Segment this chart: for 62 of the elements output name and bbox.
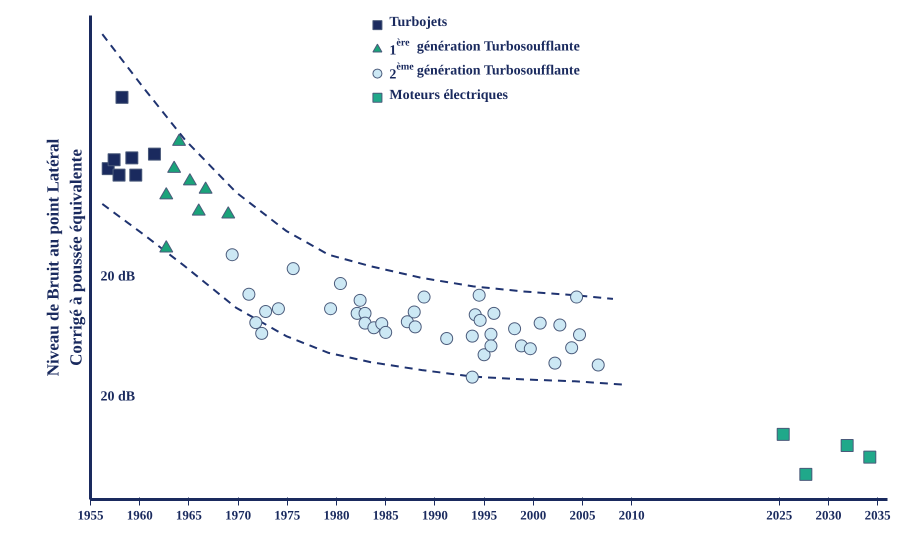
point <box>249 316 262 330</box>
x-tick-label: 1970 <box>225 508 252 522</box>
x-tick-label: 1965 <box>176 508 202 522</box>
annotation: 20 dB <box>100 270 136 284</box>
x-tick-label: 2005 <box>569 508 596 522</box>
point <box>148 148 161 161</box>
point <box>408 305 421 318</box>
point <box>534 316 547 330</box>
point <box>115 90 128 104</box>
point <box>354 294 367 307</box>
x-tick-label: 1995 <box>471 508 498 522</box>
point <box>418 290 431 304</box>
point <box>255 326 268 340</box>
point <box>242 288 256 301</box>
point <box>487 306 500 320</box>
point <box>799 468 812 481</box>
point <box>129 168 142 182</box>
point <box>125 151 138 164</box>
point <box>272 302 285 316</box>
x-tick-label: 2035 <box>864 508 892 522</box>
x-tick-label: 2000 <box>520 508 546 522</box>
legend-label: Turbojets <box>389 15 448 30</box>
point <box>573 328 586 342</box>
x-tick-label: 1990 <box>422 508 448 522</box>
point <box>570 290 584 304</box>
y-axis-title: Niveau de Bruit au point Latéral Corrigé à poussée équivalente <box>44 138 86 376</box>
point <box>379 326 392 339</box>
point <box>259 304 272 318</box>
point <box>440 332 454 345</box>
point <box>776 428 790 441</box>
point <box>108 153 121 166</box>
point <box>478 348 491 362</box>
x-tick-label: 1975 <box>274 508 301 522</box>
point <box>863 450 876 464</box>
point <box>565 341 578 354</box>
x-tick-label: 2030 <box>815 508 842 522</box>
point <box>472 288 486 302</box>
point <box>548 356 562 370</box>
point <box>286 262 300 276</box>
annotation: 20 dB <box>100 390 136 404</box>
legend-label: Moteurs électriques <box>389 88 509 103</box>
point <box>840 439 854 452</box>
x-tick-label: 2025 <box>766 508 793 522</box>
point <box>474 314 487 327</box>
point <box>484 339 498 352</box>
point <box>226 248 239 262</box>
point <box>508 322 522 336</box>
point <box>592 358 605 372</box>
x-tick-label: 1980 <box>323 508 350 522</box>
point <box>112 168 126 182</box>
point <box>334 277 347 290</box>
x-tick-label: 1960 <box>126 508 153 522</box>
x-tick-label: 1955 <box>78 508 104 522</box>
point <box>484 328 498 341</box>
point <box>553 318 566 332</box>
point <box>324 302 338 316</box>
x-tick-label: 1985 <box>372 508 400 522</box>
point <box>466 370 479 384</box>
point <box>524 342 537 356</box>
point <box>466 330 479 343</box>
x-tick-label: 2010 <box>618 508 645 522</box>
point <box>408 320 422 334</box>
